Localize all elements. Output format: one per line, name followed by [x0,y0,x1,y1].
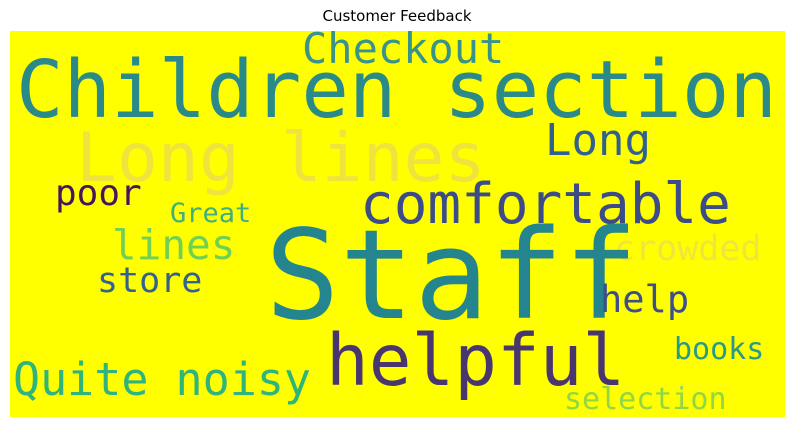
word-helpful: helpful [326,319,626,402]
word-help: help [600,278,690,321]
word-long-lines: Long lines [76,119,486,198]
word-poor: poor [55,173,142,214]
word-children-section: Children section [16,44,777,136]
word-comfortable: comfortable [360,172,731,237]
word-long: Long [545,115,651,166]
word-store: store [97,261,203,301]
word-books: books [674,332,765,367]
word-lines: lines [112,221,236,269]
word-great: Great [170,198,252,229]
word-cloud: Children section Checkout Long lines Lon… [10,31,785,417]
chart-title: Customer Feedback [322,7,472,25]
word-checkout: Checkout [302,31,505,73]
word-staff: Staff [265,204,639,348]
word-crowded: crowded [614,229,762,269]
word-selection: selection [564,382,727,417]
word-quite-noisy: Quite noisy [13,353,312,406]
